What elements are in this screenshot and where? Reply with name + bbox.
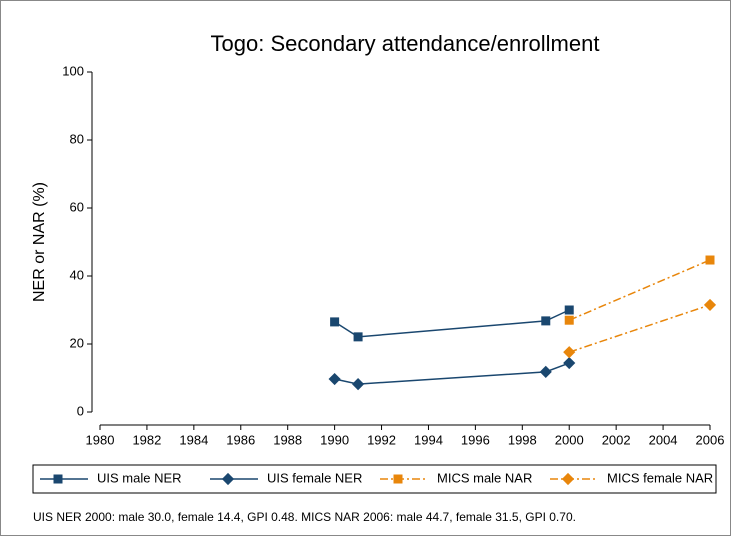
legend-label: UIS female NER — [267, 470, 362, 485]
marker — [541, 316, 551, 326]
x-tick-label: 1994 — [414, 432, 443, 447]
marker — [564, 315, 574, 325]
x-tick-label: 2002 — [602, 432, 631, 447]
series-line — [568, 304, 711, 353]
marker — [703, 298, 717, 311]
legend-label: UIS male NER — [97, 470, 182, 485]
series-line — [568, 259, 711, 321]
marker — [564, 305, 574, 315]
marker — [563, 356, 576, 370]
x-tick-label: 1984 — [179, 432, 208, 447]
y-axis-label: NER or NAR (%) — [31, 182, 48, 302]
marker — [352, 378, 365, 391]
x-tick-label: 2004 — [649, 432, 678, 447]
marker — [330, 317, 340, 327]
x-tick-label: 1998 — [508, 432, 537, 447]
legend-marker — [221, 472, 235, 486]
x-tick-label: 1990 — [320, 432, 349, 447]
note: UIS NER 2000: male 30.0, female 14.4, GP… — [33, 510, 576, 524]
y-tick-label: 100 — [62, 63, 84, 78]
legend-label: MICS male NAR — [437, 470, 532, 485]
x-tick-label: 1986 — [226, 432, 255, 447]
series-line — [334, 309, 570, 338]
marker — [563, 346, 576, 359]
legend-box — [32, 464, 717, 494]
y-tick-label: 0 — [77, 403, 84, 418]
y-tick-label: 80 — [70, 131, 84, 146]
x-tick-label: 1980 — [86, 432, 115, 447]
chart-title: Togo: Secondary attendance/enrollment — [211, 31, 600, 56]
x-tick-label: 2006 — [696, 432, 725, 447]
marker — [705, 255, 715, 265]
x-tick-label: 1988 — [273, 432, 302, 447]
x-tick-label: 1982 — [132, 432, 161, 447]
legend-marker — [53, 474, 63, 484]
x-tick-label: 1996 — [461, 432, 490, 447]
y-tick-label: 20 — [70, 335, 84, 350]
marker — [353, 332, 363, 342]
marker — [328, 372, 341, 386]
legend-marker — [561, 472, 575, 486]
legend-label: MICS female NAR — [607, 470, 713, 485]
x-tick-label: 2000 — [555, 432, 584, 447]
y-tick-label: 60 — [70, 199, 84, 214]
x-tick-label: 1992 — [367, 432, 396, 447]
legend-marker — [393, 474, 403, 484]
series-line — [334, 362, 570, 385]
marker — [539, 365, 552, 378]
y-tick-label: 40 — [70, 267, 84, 282]
